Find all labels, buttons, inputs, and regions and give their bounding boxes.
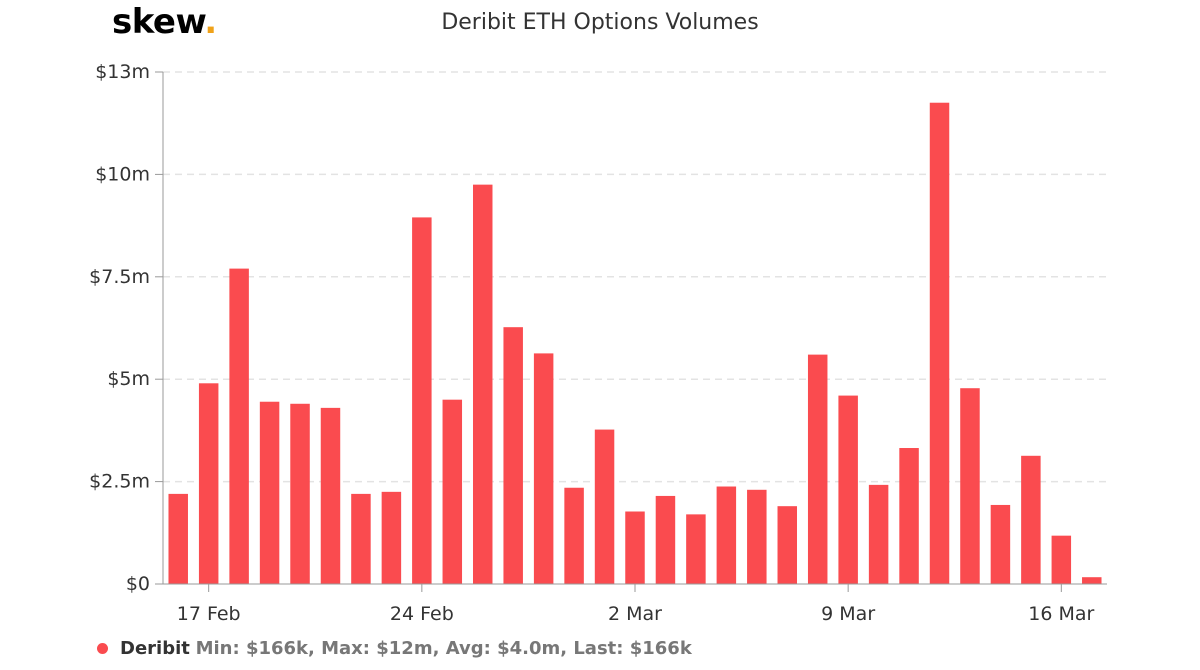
bar [290, 403, 310, 584]
bar [747, 489, 767, 584]
bar [442, 399, 463, 584]
bar [625, 511, 645, 584]
y-tick-label: $5m [107, 368, 150, 390]
bar [929, 102, 950, 584]
y-tick-label: $13m [95, 61, 150, 83]
x-tick-label: 16 Mar [1028, 603, 1094, 625]
bar [198, 383, 219, 584]
bar [868, 484, 889, 584]
bar [655, 495, 676, 584]
bar [533, 353, 554, 584]
bar [259, 401, 280, 584]
bar [686, 514, 706, 584]
y-tick-label: $10m [95, 163, 150, 185]
y-tick-label: $2.5m [89, 471, 150, 493]
bar [838, 395, 858, 584]
x-tick-label: 2 Mar [608, 603, 662, 625]
bar [807, 354, 828, 584]
x-tick-label: 17 Feb [177, 603, 241, 625]
legend-series-name: Deribit [120, 638, 190, 659]
bar [1021, 455, 1041, 584]
bar [990, 504, 1011, 584]
chart-title: Deribit ETH Options Volumes [441, 10, 759, 35]
legend-series-dot [97, 642, 108, 654]
bar [351, 493, 371, 584]
x-tick-label: 9 Mar [821, 603, 875, 625]
bar [594, 429, 615, 584]
bar [229, 268, 249, 584]
bar [716, 486, 737, 584]
bar [960, 388, 980, 584]
logo-text: skew [112, 2, 205, 42]
logo-dot: . [204, 2, 217, 42]
bar [1051, 535, 1072, 584]
bar [381, 491, 402, 584]
y-tick-label: $7.5m [89, 266, 150, 288]
bar [320, 407, 341, 584]
legend[interactable]: Deribit Min: $166k, Max: $12m, Avg: $4.0… [97, 638, 692, 659]
x-tick-label: 24 Feb [390, 603, 454, 625]
bar [472, 184, 493, 584]
bar [777, 506, 798, 584]
y-tick-label: $0 [126, 573, 150, 595]
bar [503, 327, 523, 584]
legend-series-stats: Min: $166k, Max: $12m, Avg: $4.0m, Last:… [195, 638, 692, 659]
bar [412, 217, 432, 584]
bar [899, 448, 919, 584]
skew-logo: skew. [112, 2, 217, 42]
bar [1082, 577, 1102, 584]
bar [564, 487, 584, 584]
bar [168, 493, 188, 584]
